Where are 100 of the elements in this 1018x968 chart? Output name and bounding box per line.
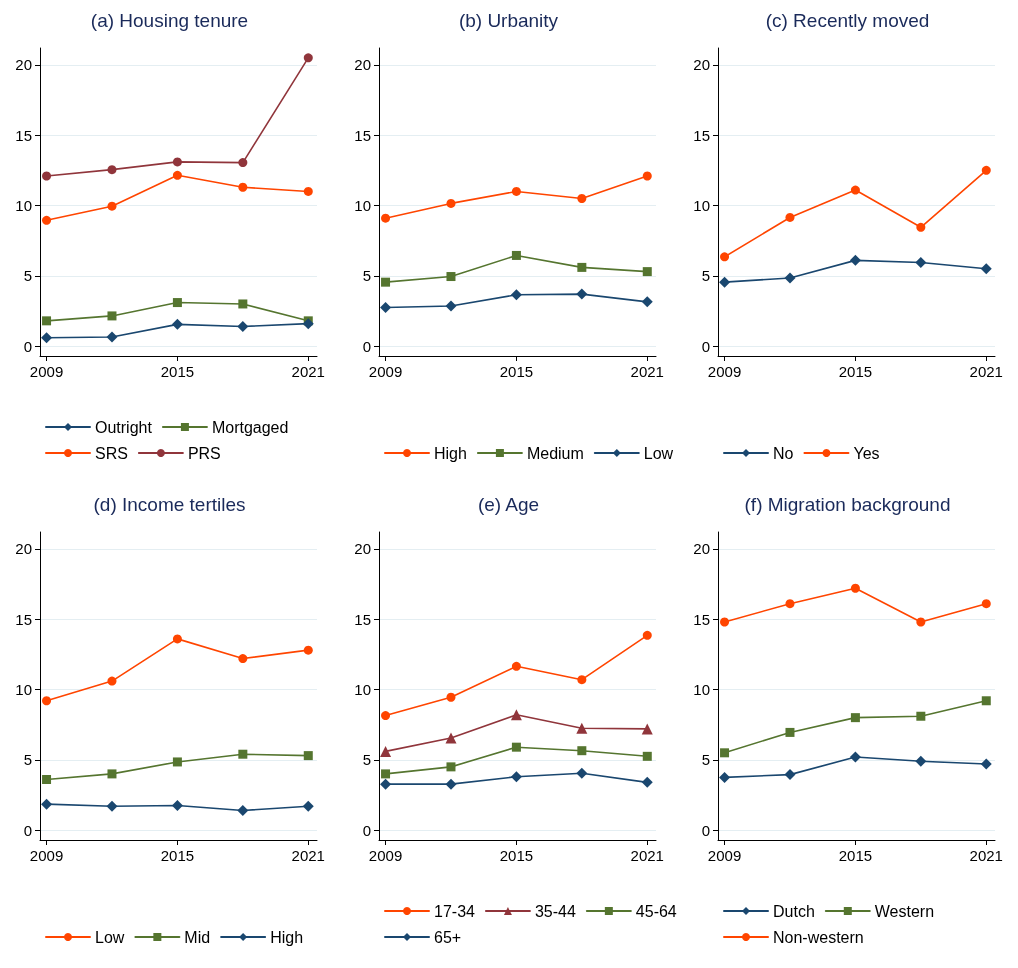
x-tick-label: 2009 — [707, 847, 742, 864]
point — [302, 318, 314, 330]
point — [303, 751, 313, 761]
x-tick-label: 2015 — [499, 363, 534, 380]
point — [303, 645, 313, 655]
point — [785, 212, 795, 222]
point — [107, 769, 117, 779]
y-tick-label: 20 — [354, 56, 371, 74]
point — [719, 276, 731, 288]
y-tick-label: 15 — [693, 126, 710, 144]
point — [445, 778, 457, 790]
y-tick-label: 0 — [23, 337, 32, 355]
point — [511, 661, 521, 671]
point — [850, 185, 860, 195]
x-tick-label: 2009 — [29, 847, 64, 864]
y-tick-label: 0 — [362, 821, 371, 839]
point — [238, 299, 248, 309]
point — [981, 599, 991, 609]
y-tick-label: 20 — [354, 540, 371, 558]
point — [981, 165, 991, 175]
x-tick-label: 2021 — [630, 363, 664, 380]
point — [381, 277, 391, 287]
point — [980, 758, 992, 770]
legend-label: 17-34 — [434, 902, 476, 920]
point — [577, 746, 587, 756]
point — [510, 771, 522, 783]
point — [916, 222, 926, 232]
y-tick-label: 10 — [354, 681, 371, 699]
y-tick-label: 20 — [693, 56, 710, 74]
y-tick-label: 5 — [23, 751, 32, 769]
point — [720, 748, 730, 758]
point — [785, 727, 795, 737]
y-tick-label: 10 — [693, 197, 710, 215]
point — [720, 252, 730, 262]
x-tick-label: 2021 — [969, 363, 1003, 380]
point — [303, 186, 313, 196]
point — [237, 804, 249, 816]
legend-label: Dutch — [773, 902, 815, 920]
y-tick-label: 10 — [354, 197, 371, 215]
point — [107, 165, 117, 175]
y-tick-label: 20 — [15, 540, 32, 558]
legend-label: PRS — [187, 444, 221, 462]
point — [238, 654, 248, 664]
point — [238, 182, 248, 192]
point — [641, 723, 653, 735]
point — [511, 250, 521, 260]
point — [381, 213, 391, 223]
legend-label: Outright — [95, 418, 153, 436]
point — [107, 676, 117, 686]
point — [446, 272, 456, 282]
point — [576, 767, 588, 779]
x-tick-label: 2021 — [969, 847, 1003, 864]
legend-label: Mid — [184, 928, 211, 946]
x-tick-label: 2009 — [29, 363, 64, 380]
point — [303, 53, 313, 63]
y-tick-label: 5 — [362, 267, 371, 285]
point — [380, 745, 392, 757]
legend-label: 45-64 — [635, 902, 677, 920]
point — [172, 757, 182, 767]
legend-label: SRS — [95, 444, 128, 462]
y-tick-label: 5 — [362, 751, 371, 769]
legend-label: No — [773, 444, 794, 462]
point — [172, 157, 182, 167]
point — [41, 798, 53, 810]
point — [719, 771, 731, 783]
y-tick-label: 5 — [701, 751, 710, 769]
y-tick-label: 0 — [23, 821, 32, 839]
chart-title: (e) Age — [477, 494, 540, 515]
chart-title: (b) Urbanity — [458, 10, 559, 31]
y-tick-label: 20 — [15, 56, 32, 74]
y-tick-label: 0 — [701, 821, 710, 839]
point — [916, 711, 926, 721]
chart-title: (d) Income tertiles — [93, 494, 246, 515]
point — [915, 256, 927, 268]
point — [511, 742, 521, 752]
point — [41, 332, 53, 344]
legend-label: Mortgaged — [211, 418, 289, 436]
chart-title: (a) Housing tenure — [90, 10, 249, 31]
point — [107, 201, 117, 211]
point — [642, 751, 652, 761]
point — [445, 300, 457, 312]
point — [172, 634, 182, 644]
point — [850, 713, 860, 723]
y-tick-label: 0 — [701, 337, 710, 355]
legend-label: 35-44 — [534, 902, 576, 920]
legend-label: 65+ — [434, 928, 462, 946]
legend-label: Yes — [853, 444, 880, 462]
point — [510, 709, 522, 721]
point — [446, 692, 456, 702]
x-tick-label: 2015 — [838, 847, 873, 864]
point — [42, 171, 52, 181]
point — [577, 675, 587, 685]
point — [381, 769, 391, 779]
point — [576, 722, 588, 734]
point — [238, 749, 248, 759]
point — [172, 298, 182, 308]
x-tick-label: 2021 — [291, 363, 325, 380]
point — [302, 800, 314, 812]
point — [446, 762, 456, 772]
point — [980, 263, 992, 275]
